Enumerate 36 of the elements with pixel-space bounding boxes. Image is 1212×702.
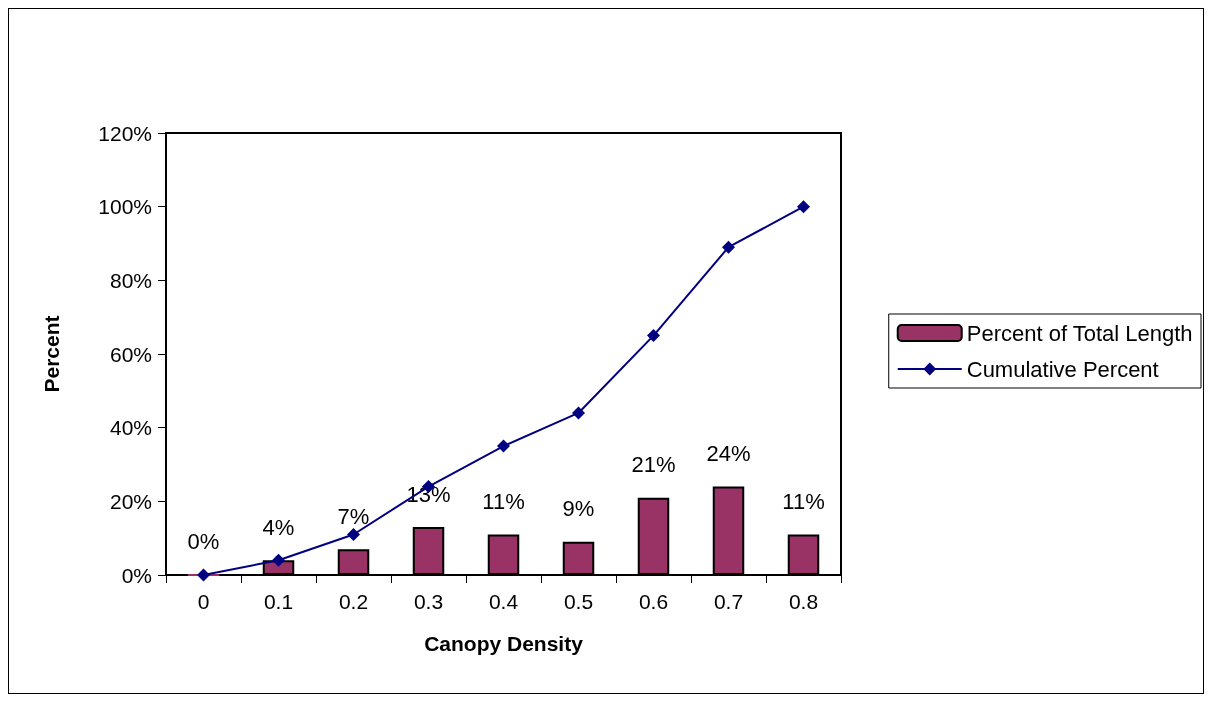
y-tick-label: 0% <box>121 563 152 587</box>
y-tick-label: 80% <box>109 268 152 292</box>
x-tick-label: 0 <box>197 590 210 613</box>
point <box>797 200 810 214</box>
point <box>647 329 660 343</box>
y-tick-label: 60% <box>109 342 152 366</box>
data-label: 11% <box>482 488 525 514</box>
x-tick-label: 0.6 <box>638 590 669 613</box>
point <box>497 439 510 453</box>
x-tick-label: 0.8 <box>788 590 819 613</box>
data-label: 11% <box>782 488 825 514</box>
data-label: 7% <box>337 503 370 529</box>
x-tick-label: 0.1 <box>263 590 294 613</box>
legend-label: Cumulative Percent <box>966 356 1159 382</box>
point <box>572 406 585 420</box>
point <box>272 553 285 567</box>
y-tick-label: 40% <box>109 416 152 440</box>
point <box>197 568 210 582</box>
data-label: 24% <box>706 441 751 467</box>
x-tick-label: 0.4 <box>488 590 519 613</box>
data-label: 21% <box>631 452 676 478</box>
y-tick-label: 20% <box>109 489 152 513</box>
point <box>722 240 735 254</box>
x-tick-label: 0.2 <box>338 590 369 613</box>
data-label: 0% <box>187 528 220 554</box>
x-tick-label: 0.3 <box>413 590 444 613</box>
data-label: 9% <box>562 496 595 522</box>
x-axis-title: Canopy Density <box>424 632 584 655</box>
y-axis-title: Percent <box>40 315 63 393</box>
legend-label: Percent of Total Length <box>966 320 1193 346</box>
y-tick-label: 100% <box>98 195 152 219</box>
data-label: 4% <box>262 514 295 540</box>
y-tick-label: 120% <box>98 121 152 145</box>
x-tick-label: 0.7 <box>713 590 744 613</box>
x-tick-label: 0.5 <box>563 590 594 613</box>
point <box>347 527 360 541</box>
